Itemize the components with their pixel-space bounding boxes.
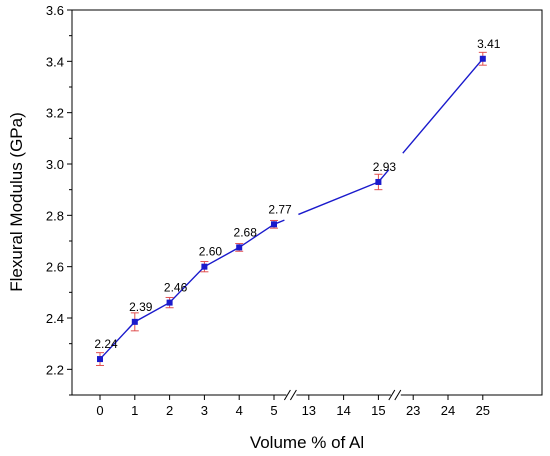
y-tick-label: 3.2 <box>46 106 64 121</box>
y-tick-label: 2.4 <box>46 311 64 326</box>
axis-break-mark <box>388 389 396 401</box>
data-label: 2.60 <box>199 245 223 259</box>
y-axis: 2.2 2.4 2.6 2.8 3.0 3.2 3.4 3.6 <box>46 3 72 396</box>
x-axis-title: Volume % of Al <box>250 433 364 452</box>
axis-break-mark <box>289 389 297 401</box>
x-tick-label: 15 <box>371 403 385 418</box>
data-point <box>201 263 208 270</box>
data-label: 2.77 <box>268 202 292 216</box>
data-point <box>271 221 277 228</box>
x-tick-label: 3 <box>201 403 208 418</box>
x-tick-label: 13 <box>302 403 316 418</box>
plot-frame <box>71 9 543 396</box>
data-point <box>131 318 138 325</box>
x-tick-label: 5 <box>270 403 277 418</box>
y-tick-label: 2.8 <box>46 208 64 223</box>
axis-break-mark <box>283 389 291 401</box>
y-tick-label: 3.0 <box>46 157 64 172</box>
x-tick-label: 24 <box>441 403 455 418</box>
x-tick-label: 23 <box>406 403 420 418</box>
axis-break-gap <box>390 393 401 397</box>
data-point <box>97 356 103 363</box>
data-label: 2.68 <box>234 225 258 239</box>
x-axis: 0 1 2 3 4 5 13 14 15 23 24 25 <box>96 395 490 418</box>
data-label: 2.24 <box>94 337 118 351</box>
series-segment <box>402 58 484 154</box>
data-point <box>479 55 486 62</box>
data-markers <box>97 55 486 363</box>
data-labels: 2.24 2.39 2.46 2.60 2.68 2.77 2.93 3.41 <box>94 37 500 351</box>
x-tick-label: 1 <box>131 403 138 418</box>
y-tick-label: 2.2 <box>46 362 64 377</box>
x-tick-label: 0 <box>96 403 103 418</box>
data-label: 3.41 <box>477 37 501 51</box>
x-tick-label: 25 <box>476 403 490 418</box>
axis-break-mark <box>394 389 402 401</box>
data-label: 2.93 <box>373 160 397 174</box>
series-segment <box>298 181 379 216</box>
series-segment <box>99 223 275 360</box>
y-axis-title: Flexural Modulus (GPa) <box>7 112 26 292</box>
data-point <box>375 178 382 185</box>
y-tick-label: 2.6 <box>46 260 64 275</box>
data-point <box>166 299 173 306</box>
x-tick-label: 2 <box>166 403 173 418</box>
y-tick-label: 3.6 <box>46 3 64 18</box>
x-tick-label: 4 <box>236 403 243 418</box>
x-tick-label: 14 <box>336 403 350 418</box>
y-tick-label: 3.4 <box>46 54 64 69</box>
data-point <box>236 244 243 251</box>
data-label: 2.46 <box>164 281 188 295</box>
series-line <box>99 58 484 360</box>
axis-break-gap <box>286 393 297 397</box>
data-label: 2.39 <box>129 300 153 314</box>
axis-breaks <box>283 389 402 401</box>
